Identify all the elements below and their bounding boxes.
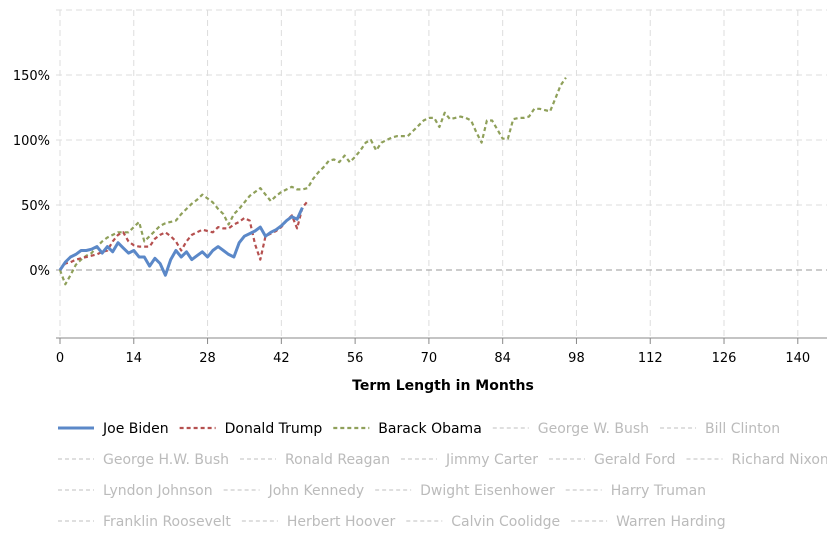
legend-item[interactable]: Herbert Hoover	[241, 514, 396, 530]
legend-item[interactable]: Lyndon Johnson	[58, 483, 213, 499]
legend-label: Dwight Eisenhower	[420, 483, 555, 499]
legend-item[interactable]: George H.W. Bush	[58, 452, 229, 468]
legend-label: John Kennedy	[268, 483, 365, 499]
legend-item[interactable]: Donald Trump	[179, 421, 323, 437]
legend-item[interactable]: Warren Harding	[571, 514, 726, 530]
legend-label: Gerald Ford	[594, 452, 676, 468]
legend-label: George W. Bush	[538, 421, 649, 437]
y-tick-label: 150%	[13, 69, 50, 84]
legend-item[interactable]: John Kennedy	[223, 483, 365, 499]
legend-label: Warren Harding	[616, 514, 726, 530]
legend-item[interactable]: Jimmy Carter	[400, 452, 538, 468]
legend-item[interactable]: Gerald Ford	[548, 452, 676, 468]
legend-item[interactable]: Richard Nixon	[686, 452, 827, 468]
x-tick-label: 0	[56, 351, 64, 366]
legend-item[interactable]: Calvin Coolidge	[406, 514, 560, 530]
y-tick-label: 50%	[21, 199, 50, 214]
legend-label: Joe Biden	[102, 421, 169, 437]
x-tick-label: 14	[126, 351, 143, 366]
legend-label: Ronald Reagan	[285, 452, 390, 468]
y-tick-label: 0%	[29, 264, 50, 279]
legend-label: Jimmy Carter	[445, 452, 538, 468]
legend-label: George H.W. Bush	[103, 452, 229, 468]
legend-item[interactable]: George W. Bush	[492, 421, 649, 437]
legend-item[interactable]: Joe Biden	[58, 421, 169, 437]
x-tick-label: 56	[347, 351, 364, 366]
x-axis-title: Term Length in Months	[352, 378, 534, 394]
x-tick-label: 126	[712, 351, 737, 366]
legend-label: Donald Trump	[225, 421, 323, 437]
legend-item[interactable]: Franklin Roosevelt	[58, 514, 231, 530]
x-tick-label: 98	[568, 351, 585, 366]
legend-label: Franklin Roosevelt	[103, 514, 231, 530]
x-tick-label: 42	[273, 351, 290, 366]
legend-label: Lyndon Johnson	[103, 483, 213, 499]
series-line-joe-biden[interactable]	[58, 206, 304, 277]
legend-item[interactable]: Barack Obama	[333, 421, 482, 437]
legend-item[interactable]: Bill Clinton	[660, 421, 780, 437]
legend-label: Richard Nixon	[732, 452, 827, 468]
x-tick-label: 140	[785, 351, 810, 366]
y-tick-label: 100%	[13, 134, 50, 149]
legend-item[interactable]: Ronald Reagan	[240, 452, 390, 468]
legend-item[interactable]: Harry Truman	[565, 483, 706, 499]
series-line-donald-trump[interactable]	[59, 200, 309, 271]
x-tick-label: 84	[494, 351, 511, 366]
series-line-barack-obama[interactable]	[58, 76, 567, 286]
legend-label: Bill Clinton	[705, 421, 780, 437]
legend-label: Harry Truman	[611, 483, 706, 499]
legend-label: Calvin Coolidge	[451, 514, 560, 530]
x-tick-label: 112	[638, 351, 663, 366]
legend-label: Herbert Hoover	[287, 514, 396, 530]
legend-label: Barack Obama	[378, 421, 481, 437]
legend-item[interactable]: Dwight Eisenhower	[375, 483, 555, 499]
x-tick-label: 70	[421, 351, 438, 366]
x-tick-label: 28	[199, 351, 216, 366]
